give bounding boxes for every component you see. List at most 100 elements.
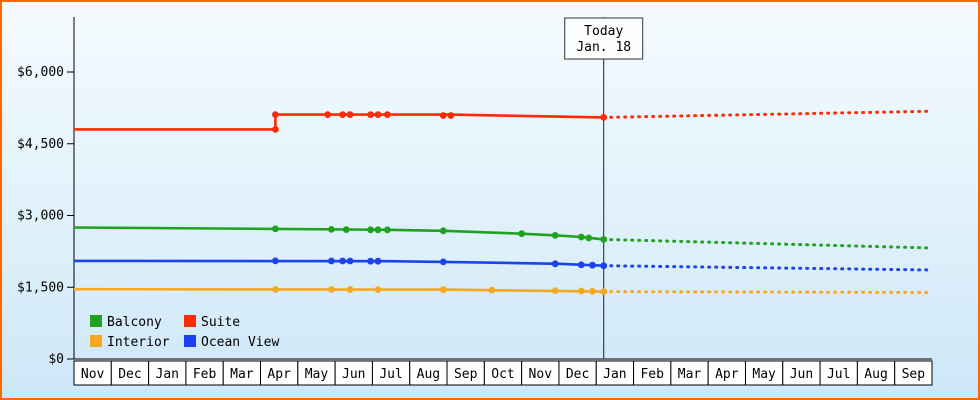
y-axis-label: $4,500 [17,137,64,152]
series-forecast-ocean-view [602,264,934,272]
data-point-balcony [551,232,559,239]
legend-swatch-interior [90,335,102,347]
month-cell [521,360,560,386]
month-label: May [752,367,776,382]
legend-swatch-ocean-view [184,335,196,347]
month-label: Jun [342,367,365,382]
month-cell [260,360,299,386]
data-point-balcony [367,226,374,234]
data-point-interior [439,286,447,294]
today-label-box [564,17,644,60]
data-point-suite [384,111,391,118]
y-axis-label: $1,500 [17,280,64,295]
month-label: Jan [156,367,179,382]
y-axis-label: $0 [48,352,64,367]
today-label-line1: Today [584,24,623,39]
data-point-interior [577,287,585,295]
month-cell [409,360,448,386]
series-forecast-balcony [602,237,934,250]
today-label-line2: Jan. 18 [576,40,631,55]
month-label: Jul [379,367,402,382]
data-point-ocean-view [367,257,374,265]
data-point-ocean-view [374,257,382,265]
month-cell [371,360,411,386]
month-label: Nov [81,367,105,382]
month-label: Aug [417,367,440,382]
legend-label-suite: Suite [201,315,240,330]
month-cell [782,360,821,386]
data-point-ocean-view [600,262,608,270]
month-label: Jul [827,367,850,382]
series-forecast-suite [602,109,934,119]
month-label: Sep [454,367,478,382]
legend-swatch-suite [184,315,196,327]
month-label: Feb [640,367,664,382]
data-point-ocean-view [551,260,559,268]
month-cell [558,360,597,386]
chart-generated-layer: $0 $1,500 $3,000 $4,500 $6,000 Nov Dec Jan Feb Ma… [17,17,934,386]
data-point-suite [272,111,279,118]
month-cell [819,360,858,386]
series-line-ocean-view [73,259,604,267]
month-label: Dec [118,367,141,382]
data-point-suite [367,111,374,118]
data-point-interior [272,286,279,293]
month-cell [297,360,336,386]
month-label: May [305,367,329,382]
data-point-suite [439,112,447,119]
data-point-balcony [272,225,279,233]
legend-label-interior: Interior [107,335,170,350]
legend-label-balcony: Balcony [107,315,162,330]
series-line-suite [74,113,604,131]
month-cell [185,360,224,386]
data-point-balcony [439,227,447,235]
y-axis-label: $6,000 [17,65,64,80]
month-label: Jan [603,367,626,382]
data-point-ocean-view [439,258,447,266]
series-forecast-interior [602,290,934,294]
data-point-ocean-view [339,257,346,265]
data-point-interior [600,288,608,295]
month-cell [856,360,896,386]
data-point-suite [272,126,279,133]
data-point-ocean-view [328,257,335,265]
data-point-balcony [600,236,608,243]
data-point-ocean-view [589,261,596,269]
data-point-balcony [384,226,391,234]
data-point-interior [374,286,382,293]
month-cell [670,360,709,386]
month-label: Nov [529,367,553,382]
month-label: Oct [491,367,514,382]
today-annotation: Today Jan. 18 [564,17,644,60]
month-label: Apr [267,367,291,382]
data-point-ocean-view [577,261,585,269]
month-label: Sep [902,367,926,382]
month-cell [894,360,933,386]
month-label: Mar [230,367,254,382]
month-label: Aug [864,367,887,382]
month-cell [334,360,373,386]
data-point-suite [339,111,346,118]
data-point-balcony [328,226,335,233]
data-point-balcony [374,226,382,234]
data-point-suite [324,111,332,118]
month-label: Mar [678,367,702,382]
month-cell [148,360,187,386]
data-point-suite [346,111,354,118]
month-cell [73,360,112,386]
series-line-balcony [73,226,604,241]
data-point-interior [551,287,559,294]
data-point-ocean-view [272,257,279,265]
data-point-interior [346,286,354,293]
month-label: Jun [790,367,813,382]
y-axis-label: $3,000 [17,209,64,224]
data-point-balcony [518,230,526,238]
data-point-ocean-view [346,257,354,265]
data-point-interior [589,287,596,295]
month-label: Dec [566,367,589,382]
month-label: Feb [193,367,217,382]
data-point-balcony [585,234,593,242]
chart-legend: Balcony Suite Interior Ocean View [90,315,279,350]
month-label: Apr [715,367,739,382]
